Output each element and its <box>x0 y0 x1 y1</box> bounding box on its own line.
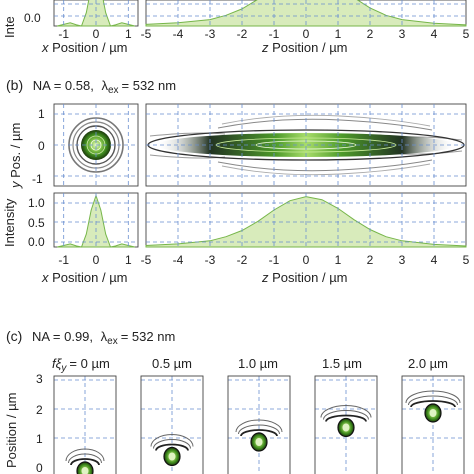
panel-c-header: (c) NA = 0.99, λex = 532 nm <box>6 328 175 347</box>
x-tick-label: 0 <box>93 253 100 267</box>
z-tick-label: 0 <box>303 253 310 267</box>
c-y-tick-2: 2 <box>36 403 43 417</box>
xz-intensity-map-b <box>145 103 467 187</box>
shift-label-3: 1.5 µm <box>322 356 362 371</box>
intensity-tick-0: 0.0 <box>28 235 45 249</box>
z-tick-label: 2 <box>367 27 374 41</box>
shifted-focus-map-1 <box>140 375 204 474</box>
z-tick-label: -1 <box>269 27 280 41</box>
x-tick-label: -1 <box>58 27 69 41</box>
x-tick-label: 1 <box>125 253 132 267</box>
panel-b: (b) NA = 0.58, λex = 532 nm y Pos. / µm <box>2 77 470 285</box>
x-tick-label: 0 <box>93 27 100 41</box>
shifted-focus-map-0 <box>53 375 117 474</box>
c-y-tick-3: 3 <box>36 372 43 386</box>
z-tick-label: 0 <box>303 27 310 41</box>
intensity-label-a-fragment: Inte <box>2 16 17 38</box>
intensity-tick-1: 1.0 <box>28 196 45 210</box>
z-tick-label: 5 <box>463 27 470 41</box>
z-tick-label: 1 <box>335 253 342 267</box>
x-profile-fill-a <box>57 0 135 27</box>
shift-label-2: 1.0 µm <box>238 356 278 371</box>
z-tick-label: -4 <box>173 253 184 267</box>
z-tick-label: -3 <box>205 253 216 267</box>
z-tick-label: -3 <box>205 27 216 41</box>
z-tick-label: 2 <box>367 253 374 267</box>
z-axis-label-b: z Position / µm <box>261 270 348 285</box>
z-tick-label: 3 <box>399 253 406 267</box>
z-tick-label: 4 <box>431 27 438 41</box>
shift-label-4: 2.0 µm <box>408 356 448 371</box>
y-tick-a-zero: 0.0 <box>24 11 41 25</box>
z-tick-label: 1 <box>335 27 342 41</box>
ypos-tick-0: 0 <box>38 139 45 153</box>
panel-a-partial: Inte 0.0 -1 0 1 -5 -4 -3 -2 -1 0 1 2 3 4 5 x Position… <box>2 0 470 55</box>
x-axis-label-b: x Position / µm <box>41 270 128 285</box>
ypos-tick-1: 1 <box>38 107 45 121</box>
z-tick-label: 3 <box>399 27 406 41</box>
shifted-focus-map-4 <box>401 375 465 474</box>
panel-b-header: (b) NA = 0.58, λex = 532 nm <box>6 77 176 96</box>
z-axis-label-a: z Position / µm <box>261 40 348 55</box>
shifted-focus-map-3 <box>314 375 378 474</box>
x-tick-label: -1 <box>58 253 69 267</box>
y-pos-label-b: y Pos. / µm <box>8 123 23 189</box>
z-tick-label: -1 <box>269 253 280 267</box>
z-tick-label: 4 <box>431 253 438 267</box>
intensity-label-b: Intensity <box>2 198 17 247</box>
intensity-profile-x-a <box>53 0 139 27</box>
z-profile-fill-a <box>145 0 467 27</box>
x-axis-label-a: x Position / µm <box>41 40 128 55</box>
intensity-tick-05: 0.5 <box>28 216 45 230</box>
z-tick-label: -2 <box>237 253 248 267</box>
c-y-tick-0: 0 <box>36 461 43 474</box>
position-label-c: Position / µm <box>4 393 19 468</box>
z-tick-label: -4 <box>173 27 184 41</box>
z-tick-label: -5 <box>141 27 152 41</box>
z-tick-label: 5 <box>463 253 470 267</box>
panel-c: (c) NA = 0.99, λex = 532 nm fξy = 0 µm 0.5… <box>4 328 465 474</box>
ypos-tick-neg1: -1 <box>32 172 43 186</box>
z-tick-label: -2 <box>237 27 248 41</box>
intensity-profile-z-a <box>145 0 467 27</box>
x-tick-label: 1 <box>125 27 132 41</box>
z-tick-label: -5 <box>141 253 152 267</box>
focal-beam <box>156 133 456 157</box>
c-y-tick-1: 1 <box>36 432 43 446</box>
shift-label-1: 0.5 µm <box>152 356 192 371</box>
shift-label-0: fξy = 0 µm <box>52 356 110 374</box>
shifted-focus-map-2 <box>227 375 291 474</box>
